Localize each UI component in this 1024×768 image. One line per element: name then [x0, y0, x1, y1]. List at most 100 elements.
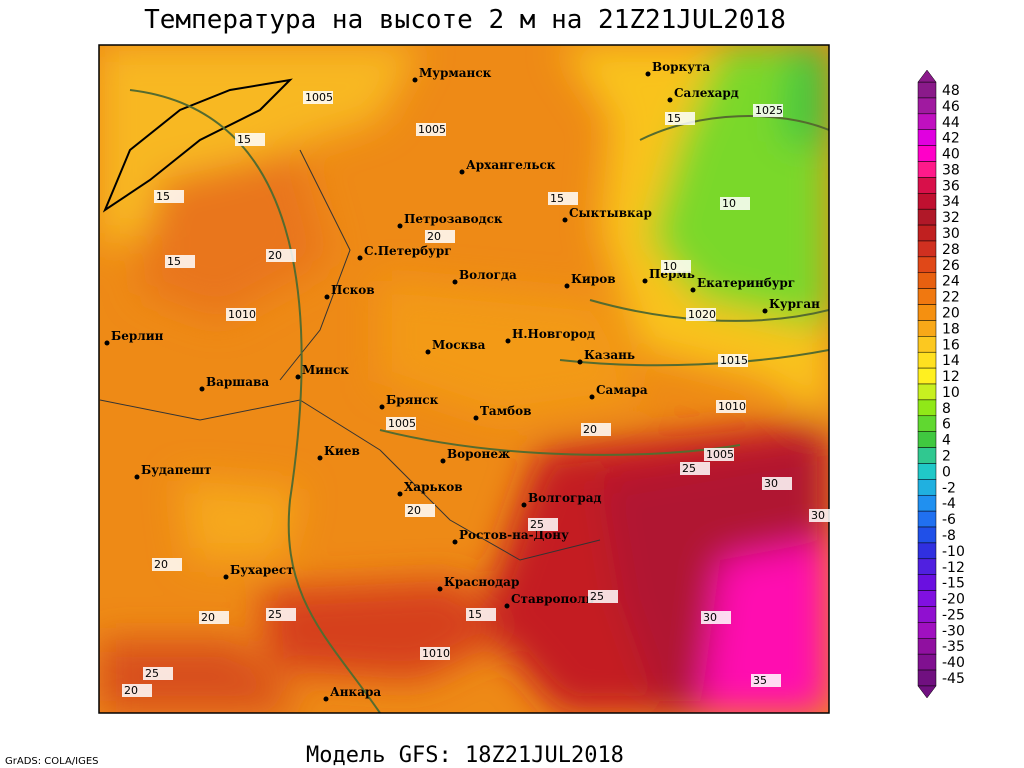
city-label: Краснодар	[444, 575, 519, 589]
city-dot	[440, 458, 446, 464]
colorbar-label: 22	[942, 290, 960, 306]
city-label: Тамбов	[480, 404, 531, 418]
contour-label: 20	[583, 423, 597, 436]
contour-label-bg	[425, 230, 455, 243]
city-dot	[295, 374, 301, 380]
city-dot	[452, 279, 458, 285]
city-dot	[323, 696, 329, 702]
city-label: Анкара	[330, 685, 381, 699]
city-dot	[317, 455, 323, 461]
contour-label-bg	[528, 518, 558, 531]
city-dot	[589, 394, 595, 400]
city-label: Волгоград	[528, 491, 601, 505]
colorbar-swatch	[917, 669, 937, 687]
contour-label: 25	[268, 608, 282, 621]
colorbar-swatch	[917, 367, 937, 385]
city-dot	[459, 169, 465, 175]
city-label: Екатеринбург	[697, 276, 795, 290]
contour-label: 25	[530, 518, 544, 531]
city-dot	[642, 278, 648, 284]
colorbar-label: -40	[942, 655, 965, 671]
city-dot	[577, 359, 583, 365]
colorbar-swatch	[917, 399, 937, 417]
colorbar-label: 44	[942, 115, 960, 131]
colorbar-swatch	[917, 224, 937, 242]
contour-label: 30	[703, 611, 717, 624]
contour-label-bg	[303, 91, 333, 104]
colorbar-label: 10	[942, 385, 960, 401]
contour-label-bg	[686, 308, 716, 321]
contour-label-bg	[122, 684, 152, 697]
contour-label-bg	[199, 611, 229, 624]
contour-label-bg	[405, 504, 435, 517]
city-label: Харьков	[404, 480, 463, 494]
contour-label-bg	[416, 123, 446, 136]
colorbar-swatch	[917, 479, 937, 496]
city-dot	[223, 574, 229, 580]
colorbar-label: -25	[942, 607, 965, 623]
contour-label: 15	[667, 112, 681, 125]
contour-label-bg	[466, 608, 496, 621]
city-label: Н.Новгород	[512, 327, 595, 341]
city-label: Сыктывкар	[569, 206, 652, 220]
contour-label-bg	[680, 462, 710, 475]
contour-label: 25	[590, 590, 604, 603]
map-frame	[98, 44, 830, 714]
colorbar-label: 42	[942, 131, 960, 147]
contour-label: 30	[811, 509, 825, 522]
contour-label: 15	[468, 608, 482, 621]
colorbar-label: -6	[942, 512, 956, 528]
city-label: Киев	[324, 444, 360, 458]
contour-label-bg	[718, 354, 748, 367]
contour-label-bg	[762, 477, 792, 490]
colorbar-label: 26	[942, 258, 960, 274]
city-dot	[437, 586, 443, 592]
city-label: Воркута	[652, 60, 710, 74]
colorbar-swatch	[917, 526, 937, 544]
city-label: Воронеж	[447, 447, 510, 461]
contour-label-bg	[266, 608, 296, 621]
city-label: Самара	[596, 383, 648, 397]
city-dot	[690, 287, 696, 293]
city-label: Будапешт	[141, 463, 211, 477]
city-label: Брянск	[386, 393, 439, 407]
colorbar-swatch	[917, 638, 937, 655]
city-dot	[397, 223, 403, 229]
colorbar-swatch	[917, 113, 937, 130]
contour-label: 15	[550, 192, 564, 205]
contour-label: 1020	[688, 308, 716, 321]
city-label: Мурманск	[419, 66, 492, 80]
city-dot	[564, 283, 570, 289]
colorbar-swatch	[917, 383, 937, 401]
colorbar-label: 38	[942, 162, 960, 178]
contour-label: 10	[722, 197, 736, 210]
contour-label-bg	[386, 417, 416, 430]
colorbar-label: 2	[942, 449, 951, 465]
contour-label-bg	[143, 667, 173, 680]
contour-label: 25	[682, 462, 696, 475]
contour-label-bg	[581, 423, 611, 436]
contour-label-bg	[701, 611, 731, 624]
contour-label: 15	[237, 133, 251, 146]
contour-label-bg	[266, 249, 296, 262]
colorbar-swatch	[917, 145, 937, 162]
city-label: Курган	[769, 297, 820, 311]
city-dot	[645, 71, 651, 77]
contour-label-bg	[716, 400, 746, 413]
colorbar-label: 4	[942, 433, 951, 449]
city-dot	[504, 603, 510, 609]
city-dot	[667, 97, 673, 103]
city-dot	[473, 415, 479, 421]
city-label: Ставрополь	[511, 592, 594, 606]
city-label: Киров	[571, 272, 616, 286]
contour-label: 20	[154, 558, 168, 571]
colorbar-label: -15	[942, 576, 965, 592]
colorbar-swatch	[917, 304, 937, 321]
colorbar-swatch	[917, 336, 937, 353]
contour-label: 1010	[228, 308, 256, 321]
contour-label-bg	[420, 647, 450, 660]
contour-label: 1005	[706, 448, 734, 461]
colorbar-swatch	[917, 208, 937, 226]
colorbar-swatch	[917, 463, 937, 480]
